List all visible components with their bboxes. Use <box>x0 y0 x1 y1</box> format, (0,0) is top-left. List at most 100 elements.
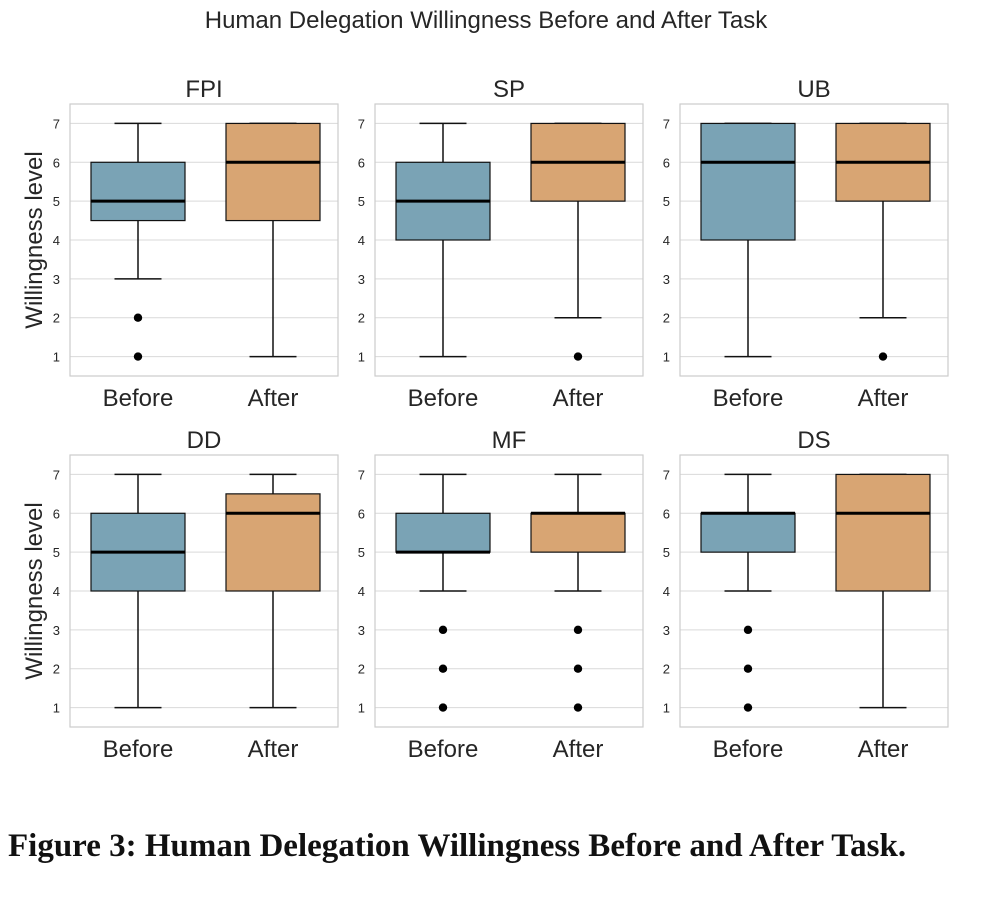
box-after <box>530 473 626 712</box>
y-tick-label: 7 <box>663 116 670 131</box>
panel-title: FPI <box>185 76 222 103</box>
y-tick-label: 5 <box>358 194 365 209</box>
iqr-box <box>225 122 321 222</box>
x-tick-label: Before <box>713 385 784 412</box>
x-tick-label: After <box>553 385 604 412</box>
y-tick-label: 4 <box>358 233 365 248</box>
figure-suptitle: Human Delegation Willingness Before and … <box>205 7 769 34</box>
outlier-point <box>743 703 753 712</box>
y-tick-label: 5 <box>663 545 670 560</box>
y-tick-label: 1 <box>53 701 60 716</box>
x-tick-label: After <box>858 385 909 412</box>
y-tick-label: 5 <box>663 194 670 209</box>
panel-frame <box>69 103 339 377</box>
y-tick-label: 4 <box>53 233 60 248</box>
y-tick-label: 3 <box>53 272 60 287</box>
y-axis-label: Willingness level <box>21 151 48 328</box>
y-tick-label: 4 <box>358 584 365 599</box>
y-axis-label: Willingness level <box>21 502 48 679</box>
y-tick-label: 3 <box>663 272 670 287</box>
y-tick-label: 7 <box>358 116 365 131</box>
y-tick-label: 6 <box>358 506 365 521</box>
y-tick-label: 7 <box>53 116 60 131</box>
outlier-point <box>878 352 888 361</box>
x-tick-label: Before <box>103 385 174 412</box>
y-tick-label: 3 <box>53 623 60 638</box>
panel-title: MF <box>492 427 527 454</box>
y-tick-label: 4 <box>663 233 670 248</box>
x-tick-label: Before <box>713 736 784 763</box>
panel-title: DD <box>187 427 222 454</box>
y-tick-label: 1 <box>663 701 670 716</box>
panel-title: UB <box>797 76 830 103</box>
y-tick-label: 6 <box>53 155 60 170</box>
box-before <box>700 473 796 712</box>
outlier-point <box>743 625 753 635</box>
outlier-point <box>573 664 583 673</box>
y-tick-label: 2 <box>663 662 670 677</box>
iqr-box <box>225 493 321 592</box>
y-tick-label: 1 <box>663 350 670 365</box>
panel-title: DS <box>797 427 830 454</box>
panel-frame <box>679 454 949 728</box>
outlier-point <box>438 703 448 712</box>
iqr-box <box>395 512 491 553</box>
outlier-point <box>133 352 143 361</box>
iqr-box <box>700 512 796 553</box>
y-tick-label: 2 <box>358 311 365 326</box>
y-tick-label: 3 <box>663 623 670 638</box>
x-tick-label: Before <box>103 736 174 763</box>
y-tick-label: 4 <box>53 584 60 599</box>
x-tick-label: After <box>858 736 909 763</box>
box-after <box>835 473 931 709</box>
y-tick-label: 6 <box>663 155 670 170</box>
box-after <box>225 122 321 358</box>
outlier-point <box>573 703 583 712</box>
box-before <box>395 473 491 712</box>
y-tick-label: 6 <box>358 155 365 170</box>
box-after <box>225 473 321 709</box>
panel-frame <box>374 454 644 728</box>
box-before <box>90 122 186 361</box>
iqr-box <box>530 512 626 553</box>
x-tick-label: After <box>248 736 299 763</box>
panels-group: 1 2 3 4 5 6 7 Before After FPI Willingness level 1 2… <box>21 76 949 763</box>
panel-title: SP <box>493 76 525 103</box>
y-tick-label: 6 <box>53 506 60 521</box>
outlier-point <box>133 313 143 322</box>
panel-ub: 1 2 3 4 5 6 7 Before After UB <box>663 76 949 412</box>
y-tick-label: 2 <box>53 311 60 326</box>
y-tick-label: 5 <box>53 545 60 560</box>
panel-frame <box>679 103 949 377</box>
panel-ds: 1 2 3 4 5 6 7 Before After DS <box>663 427 949 763</box>
box-after <box>835 122 931 361</box>
x-tick-label: Before <box>408 385 479 412</box>
panel-frame <box>69 454 339 728</box>
y-tick-label: 2 <box>663 311 670 326</box>
outlier-point <box>573 625 583 635</box>
y-tick-label: 4 <box>663 584 670 599</box>
y-tick-label: 1 <box>358 350 365 365</box>
y-tick-label: 7 <box>53 467 60 482</box>
iqr-box <box>90 161 186 222</box>
panel-sp: 1 2 3 4 5 6 7 Before After SP <box>358 76 644 412</box>
box-before <box>700 122 796 358</box>
figure-canvas: Human Delegation Willingness Before and … <box>21 7 949 763</box>
panel-fpi: 1 2 3 4 5 6 7 Before After FPI Willingness level <box>21 76 339 412</box>
box-before <box>395 122 491 358</box>
y-tick-label: 7 <box>663 467 670 482</box>
box-before <box>90 473 186 709</box>
figure-caption: Figure 3: Human Delegation Willingness B… <box>8 828 907 864</box>
x-tick-label: After <box>248 385 299 412</box>
y-tick-label: 6 <box>663 506 670 521</box>
panel-frame <box>374 103 644 377</box>
y-tick-label: 2 <box>53 662 60 677</box>
y-tick-label: 3 <box>358 623 365 638</box>
panel-dd: 1 2 3 4 5 6 7 Before After DD Willingness level <box>21 427 339 763</box>
y-tick-label: 5 <box>53 194 60 209</box>
y-tick-label: 5 <box>358 545 365 560</box>
box-after <box>530 122 626 361</box>
outlier-point <box>438 625 448 635</box>
y-tick-label: 1 <box>53 350 60 365</box>
y-tick-label: 2 <box>358 662 365 677</box>
